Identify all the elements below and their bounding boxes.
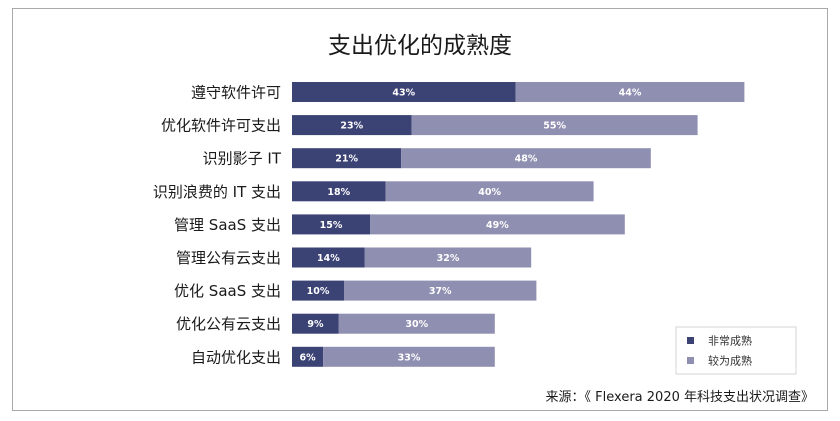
bar-value-label: 43% xyxy=(392,88,415,99)
bar-value-label: 6% xyxy=(300,352,317,363)
bar-value-label: 48% xyxy=(515,154,538,165)
bar-somewhat-mature xyxy=(364,247,532,268)
legend-box xyxy=(675,326,797,375)
source-note: 来源：《 Flexera 2020 年科技支出状况调查》 xyxy=(546,390,814,405)
bar-value-label: 55% xyxy=(543,121,566,132)
category-label: 遵守软件许可 xyxy=(191,84,281,102)
bar-value-label: 23% xyxy=(340,121,363,132)
bar-very-mature xyxy=(292,214,370,235)
bar-value-label: 15% xyxy=(320,220,343,231)
bar-very-mature xyxy=(292,280,344,301)
bar-somewhat-mature xyxy=(344,280,537,301)
bar-very-mature xyxy=(292,115,412,136)
bar-value-label: 32% xyxy=(437,253,460,264)
bar-very-mature xyxy=(292,247,365,268)
bar-value-label: 30% xyxy=(405,319,428,330)
category-label: 识别影子 IT xyxy=(203,150,282,168)
bar-very-mature xyxy=(292,181,386,202)
chart-title: 支出优化的成熟度 xyxy=(328,33,512,59)
category-label: 优化公有云支出 xyxy=(176,315,281,333)
legend-swatch xyxy=(687,357,694,364)
bar-value-label: 33% xyxy=(398,352,421,363)
legend-label: 非常成熟 xyxy=(708,334,752,348)
bar-value-label: 14% xyxy=(317,253,340,264)
bar-somewhat-mature xyxy=(401,148,651,169)
bar-somewhat-mature xyxy=(370,214,625,235)
category-label: 管理公有云支出 xyxy=(176,249,281,267)
bars xyxy=(292,82,745,367)
bar-value-label: 21% xyxy=(335,154,358,165)
bar-somewhat-mature xyxy=(323,346,495,367)
bar-very-mature xyxy=(292,346,324,367)
bar-somewhat-mature xyxy=(411,115,698,136)
value-labels: 43% 44% 23% 55% 21% 48% 18% 40% 15% 49% 14% 32% 10% 3… xyxy=(300,88,642,364)
category-label: 管理 SaaS 支出 xyxy=(174,216,281,234)
legend-swatch xyxy=(687,337,694,344)
bar-value-label: 44% xyxy=(619,88,642,99)
bar-very-mature xyxy=(292,82,516,102)
bar-value-label: 49% xyxy=(486,220,509,231)
bar-somewhat-mature xyxy=(515,82,745,102)
bar-very-mature xyxy=(292,148,402,169)
category-label: 识别浪费的 IT 支出 xyxy=(153,183,281,201)
legend-label: 较为成熟 xyxy=(708,354,752,368)
category-label: 优化 SaaS 支出 xyxy=(174,282,281,300)
bar-very-mature xyxy=(292,313,339,334)
bar-value-label: 9% xyxy=(307,319,324,330)
bar-value-label: 37% xyxy=(429,286,452,297)
category-label: 自动优化支出 xyxy=(191,348,281,366)
bar-value-label: 40% xyxy=(478,187,501,198)
bar-somewhat-mature xyxy=(338,313,495,334)
bar-value-label: 18% xyxy=(327,187,350,198)
bar-value-label: 10% xyxy=(307,286,330,297)
bar-somewhat-mature xyxy=(385,181,594,202)
category-label: 优化软件许可支出 xyxy=(161,117,281,135)
